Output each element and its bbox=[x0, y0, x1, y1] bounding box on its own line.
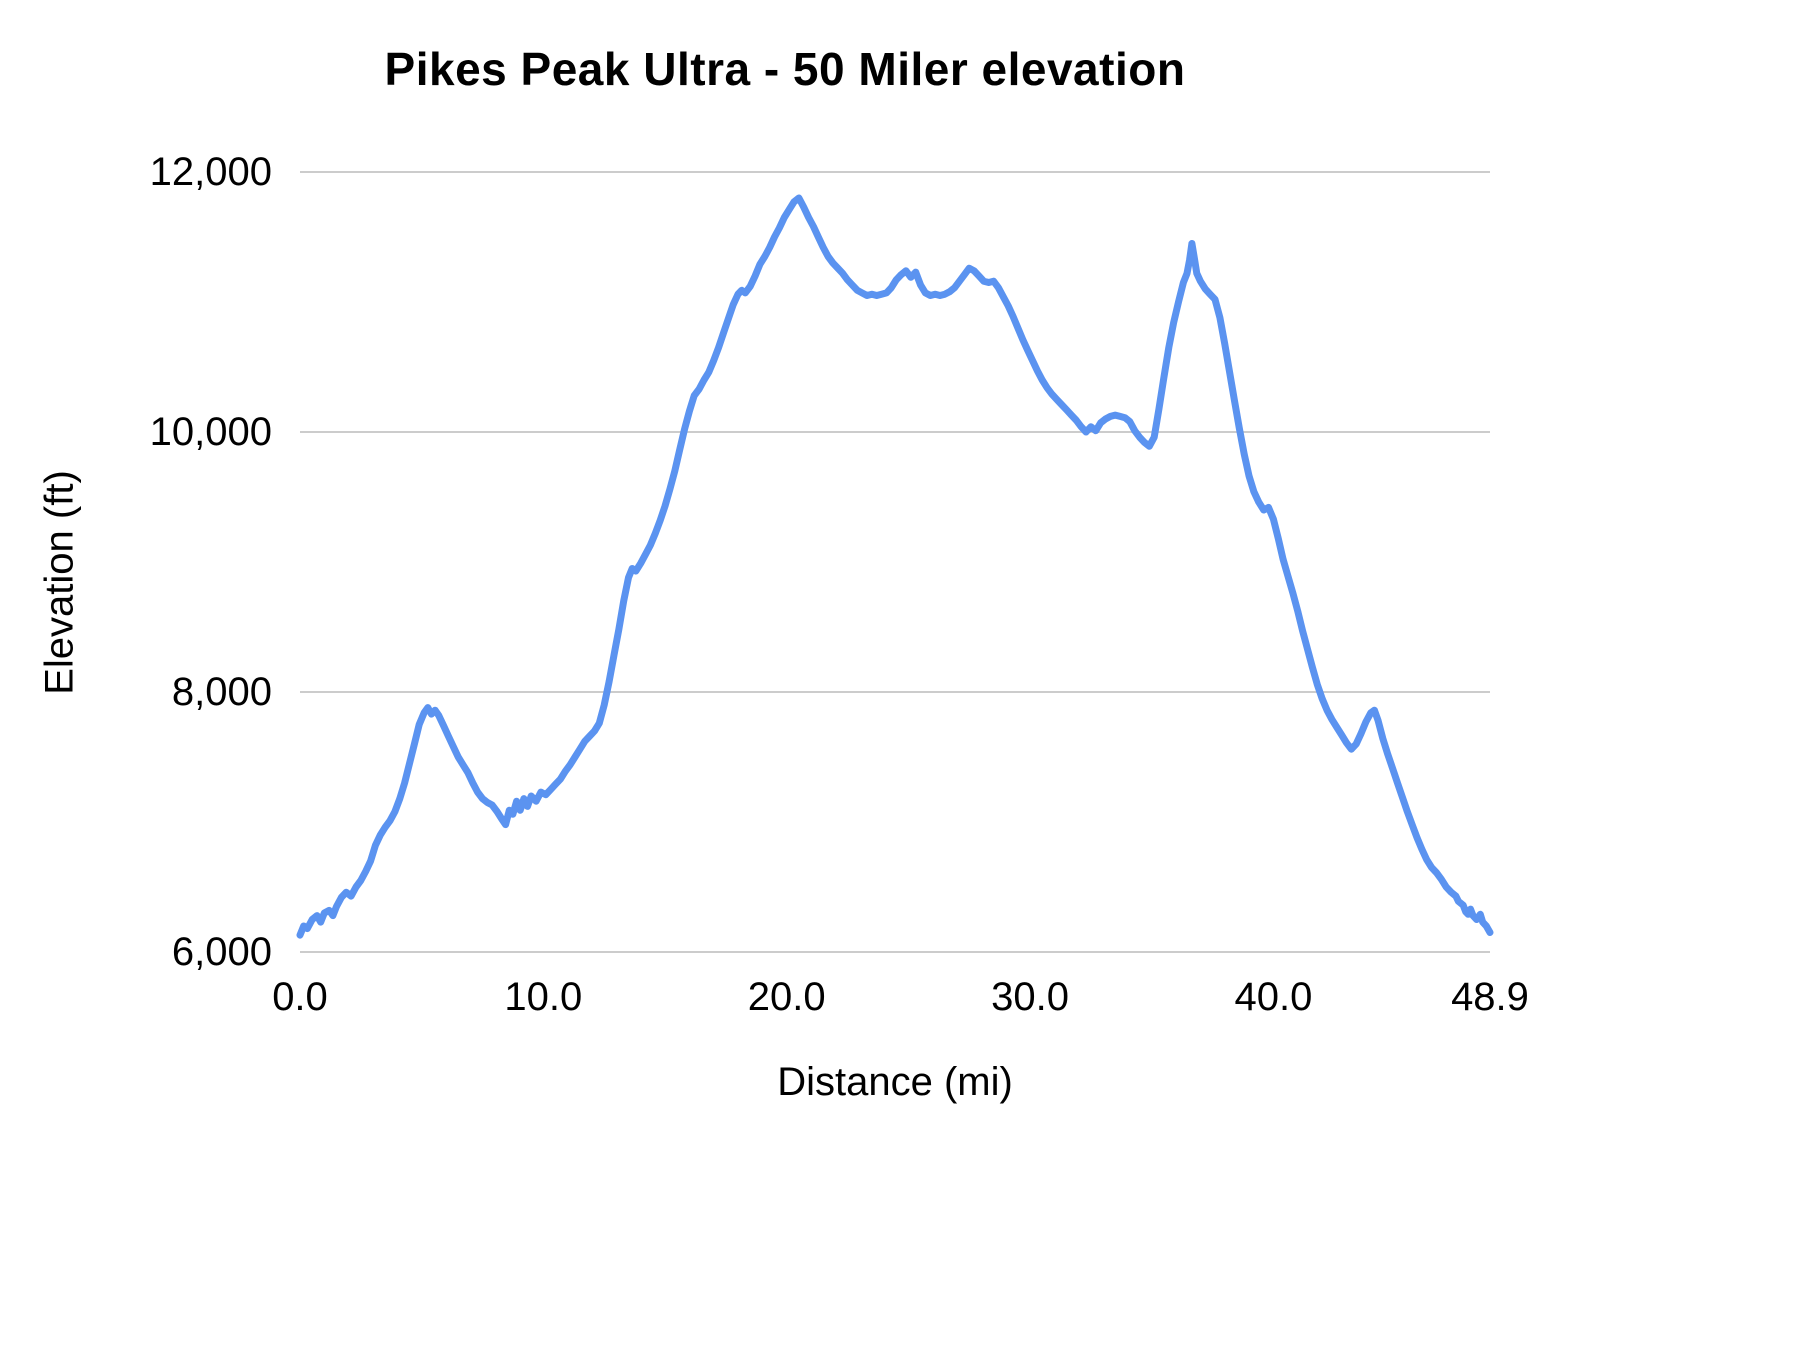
elevation-series-line bbox=[296, 194, 1494, 939]
x-tick-label: 10.0 bbox=[504, 975, 582, 1019]
x-tick-label: 48.9 bbox=[1451, 975, 1529, 1019]
x-tick-label: 20.0 bbox=[748, 975, 826, 1019]
x-tick-label: 0.0 bbox=[272, 975, 328, 1019]
y-tick-label: 10,000 bbox=[150, 410, 272, 454]
x-tick-label: 30.0 bbox=[991, 975, 1069, 1019]
x-tick-label: 40.0 bbox=[1234, 975, 1312, 1019]
y-tick-label: 12,000 bbox=[150, 150, 272, 194]
y-tick-label: 8,000 bbox=[172, 670, 272, 714]
y-tick-label: 6,000 bbox=[172, 930, 272, 974]
x-axis-title: Distance (mi) bbox=[777, 1060, 1013, 1104]
chart-title: Pikes Peak Ultra - 50 Miler elevation bbox=[384, 43, 1186, 95]
